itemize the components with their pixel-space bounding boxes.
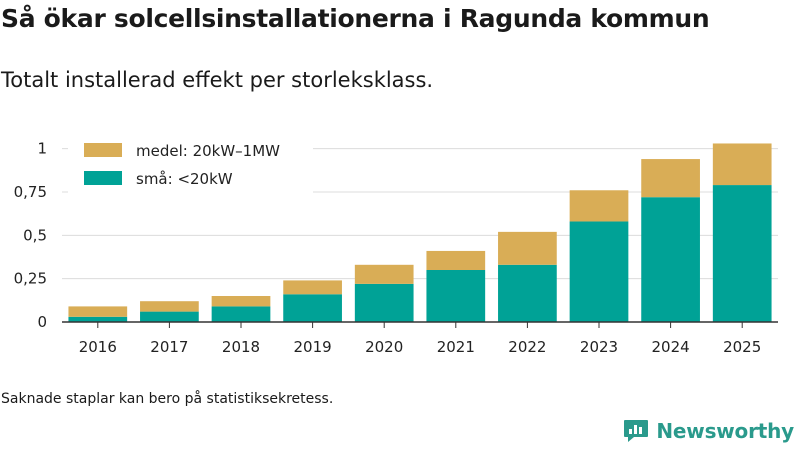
x-tick-label: 2020 — [365, 338, 403, 356]
x-tick-label: 2016 — [79, 338, 117, 356]
bar-medium-2021 — [426, 250, 486, 270]
bar-medium-2018 — [211, 296, 271, 307]
bar-small-2021 — [426, 270, 486, 322]
bar-small-2022 — [498, 264, 557, 322]
bar-medium-2024 — [641, 159, 700, 198]
y-tick-label: 0,75 — [14, 183, 47, 201]
x-tick-label: 2025 — [723, 338, 761, 356]
bar-small-2019 — [283, 294, 342, 322]
bar-medium-2022 — [498, 231, 557, 265]
bar-medium-2025 — [712, 143, 772, 186]
bar-small-2020 — [354, 283, 414, 322]
x-axis-ticks: 2016 2017 2018 2019 2020 2021 2022 2023 2024 2025 — [79, 322, 761, 356]
y-axis-ticks: 0 0,25 0,5 0,75 1 — [14, 140, 47, 331]
x-tick-label: 2021 — [437, 338, 475, 356]
x-tick-label: 2017 — [150, 338, 188, 356]
y-tick-label: 0,5 — [23, 226, 47, 244]
legend: medel: 20kW–1MW små: <20kW — [68, 133, 313, 195]
bar-medium-2016 — [68, 306, 128, 317]
brand-name: Newsworthy — [656, 419, 794, 443]
bar-medium-2017 — [140, 301, 199, 312]
x-tick-label: 2019 — [294, 338, 332, 356]
bar-small-2023 — [569, 221, 629, 322]
bar-medium-2023 — [569, 190, 629, 222]
bar-small-2017 — [140, 311, 199, 322]
bars — [68, 143, 772, 322]
bar-medium-2019 — [283, 280, 342, 295]
chart-subtitle: Totalt installerad effekt per storlekskl… — [1, 68, 434, 92]
x-tick-label: 2018 — [222, 338, 260, 356]
brand[interactable]: Newsworthy — [622, 418, 794, 444]
x-tick-label: 2022 — [508, 338, 546, 356]
legend-label-medium: medel: 20kW–1MW — [136, 142, 280, 160]
x-tick-label: 2024 — [652, 338, 690, 356]
legend-swatch-medium — [84, 143, 122, 157]
legend-label-small: små: <20kW — [136, 170, 233, 188]
y-tick-label: 0,25 — [14, 270, 47, 288]
newsworthy-logo-icon — [624, 420, 649, 442]
bar-small-2025 — [712, 185, 772, 322]
x-tick-label: 2023 — [580, 338, 618, 356]
legend-swatch-small — [84, 171, 122, 185]
y-tick-label: 0 — [37, 313, 47, 331]
bar-small-2024 — [641, 197, 700, 322]
bar-small-2016 — [68, 316, 128, 322]
y-tick-label: 1 — [37, 140, 47, 158]
bar-medium-2020 — [354, 264, 414, 284]
footnote: Saknade staplar kan bero på statistiksek… — [1, 391, 334, 407]
chart-title: Så ökar solcellsinstallationerna i Ragun… — [1, 4, 710, 33]
bar-small-2018 — [211, 306, 271, 322]
